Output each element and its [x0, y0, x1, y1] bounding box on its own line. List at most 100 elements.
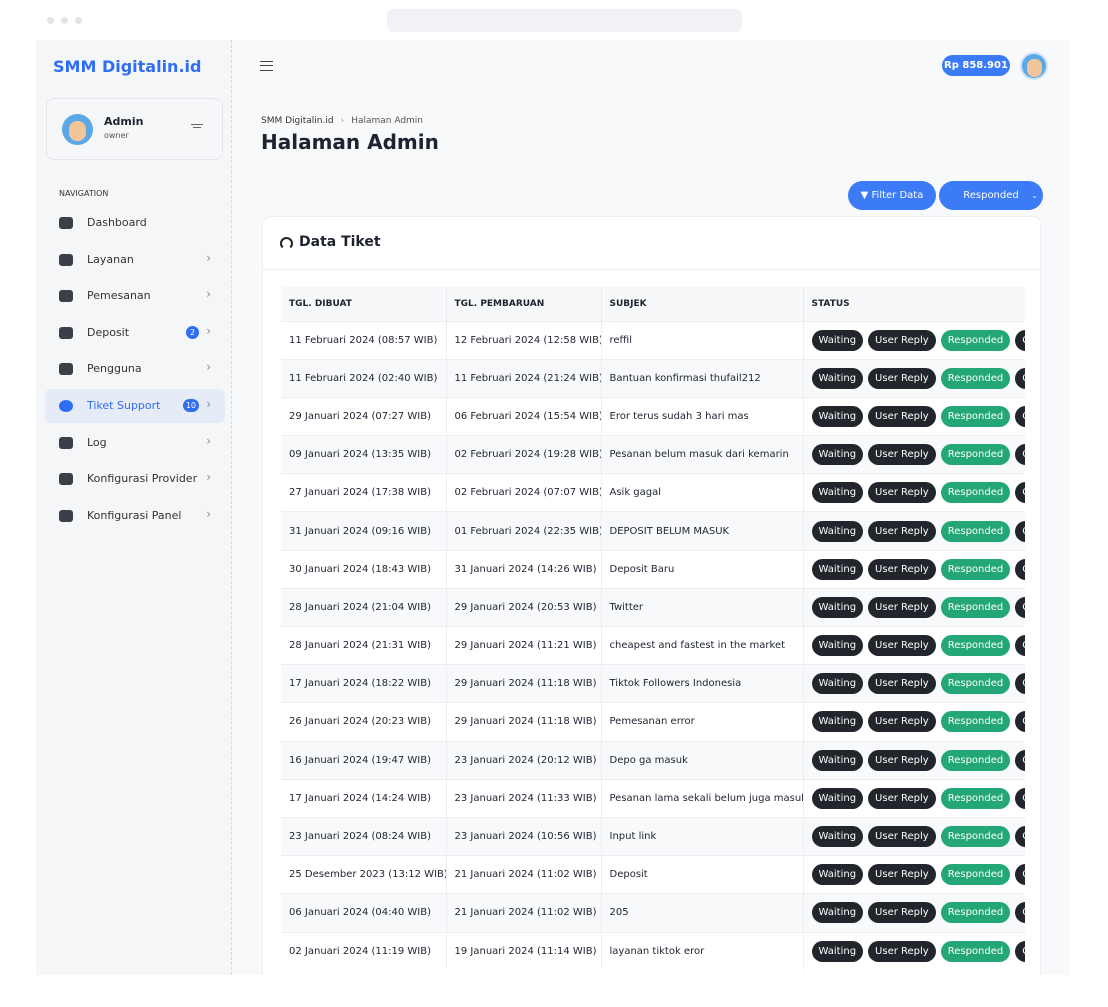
status-button[interactable]: Closed — [1015, 520, 1025, 542]
status-button[interactable]: User Reply — [868, 864, 936, 886]
status-button[interactable]: Responded — [940, 940, 1011, 962]
status-button[interactable]: Waiting — [811, 940, 864, 962]
ticket-cell: 21 Januari 2024 (11:02 WIB) — [446, 893, 602, 932]
status-button[interactable]: Waiting — [811, 787, 864, 809]
status-button[interactable]: Responded — [940, 405, 1011, 427]
status-button[interactable]: User Reply — [868, 482, 936, 504]
status-button[interactable]: User Reply — [868, 596, 936, 618]
user-name: Admin — [104, 115, 144, 128]
status-button[interactable]: Responded — [940, 520, 1011, 542]
nav-item[interactable]: Layanan › — [45, 243, 225, 277]
address-bar[interactable] — [387, 9, 742, 32]
status-button[interactable]: Closed — [1015, 826, 1025, 848]
brand[interactable]: SMM Digitalin.id — [53, 57, 202, 76]
status-button[interactable]: Closed — [1015, 444, 1025, 466]
status-button[interactable]: Responded — [940, 558, 1011, 580]
status-button[interactable]: Waiting — [811, 635, 864, 657]
filter-button[interactable]: ▼ Filter Data — [848, 181, 936, 210]
status-button[interactable]: Closed — [1015, 673, 1025, 695]
status-button[interactable]: Responded — [940, 444, 1011, 466]
status-button[interactable]: Closed — [1015, 864, 1025, 886]
status-button[interactable]: Waiting — [811, 864, 864, 886]
status-button[interactable]: Waiting — [811, 520, 864, 542]
nav-badge: 2 — [186, 325, 199, 339]
status-select[interactable]: Responded ⌄ — [939, 181, 1043, 210]
status-button[interactable]: Closed — [1015, 711, 1025, 733]
status-button[interactable]: User Reply — [868, 673, 936, 695]
status-button[interactable]: Waiting — [811, 482, 864, 504]
ticket-cell: 02 Februari 2024 (07:07 WIB) — [446, 473, 602, 512]
nav-item[interactable]: Konfigurasi Provider › — [45, 462, 225, 496]
nav-icon — [59, 473, 73, 486]
status-button[interactable]: User Reply — [868, 940, 936, 962]
status-button[interactable]: User Reply — [868, 787, 936, 809]
status-button[interactable]: User Reply — [868, 367, 936, 389]
select-label: Responded — [963, 190, 1019, 201]
status-button[interactable]: Responded — [940, 329, 1011, 351]
status-button[interactable]: User Reply — [868, 444, 936, 466]
status-button[interactable]: Closed — [1015, 749, 1025, 771]
status-button[interactable]: User Reply — [868, 711, 936, 733]
status-button[interactable]: Closed — [1015, 596, 1025, 618]
header-avatar[interactable] — [1020, 52, 1048, 80]
status-button[interactable]: User Reply — [868, 749, 936, 771]
status-button[interactable]: User Reply — [868, 405, 936, 427]
status-button[interactable]: Closed — [1015, 787, 1025, 809]
status-button[interactable]: Waiting — [811, 826, 864, 848]
balance[interactable]: Rp 858.901 — [942, 55, 1010, 76]
status-button[interactable]: User Reply — [868, 826, 936, 848]
status-button[interactable]: Responded — [940, 711, 1011, 733]
status-button[interactable]: Closed — [1015, 367, 1025, 389]
status-button[interactable]: Waiting — [811, 749, 864, 771]
status-button[interactable]: Responded — [940, 749, 1011, 771]
status-button[interactable]: User Reply — [868, 902, 936, 924]
status-button[interactable]: Responded — [940, 864, 1011, 886]
status-button[interactable]: Closed — [1015, 635, 1025, 657]
status-button[interactable]: Responded — [940, 826, 1011, 848]
status-button[interactable]: Closed — [1015, 405, 1025, 427]
nav-chevron: › — [206, 397, 211, 411]
status-button[interactable]: Waiting — [811, 444, 864, 466]
status-button[interactable]: Responded — [940, 902, 1011, 924]
status-button[interactable]: Responded — [940, 482, 1011, 504]
nav-item[interactable]: Pemesanan › — [45, 279, 225, 313]
status-button[interactable]: User Reply — [868, 520, 936, 542]
status-button[interactable]: Waiting — [811, 902, 864, 924]
status-button[interactable]: Waiting — [811, 596, 864, 618]
status-button[interactable]: Waiting — [811, 405, 864, 427]
status-button[interactable]: Waiting — [811, 558, 864, 580]
ticket-cell: 28 Januari 2024 (21:31 WIB) — [281, 625, 447, 665]
status-button[interactable]: Closed — [1015, 482, 1025, 504]
status-button[interactable]: Responded — [940, 367, 1011, 389]
headset-icon — [280, 237, 293, 250]
user-card[interactable]: Admin owner — [46, 98, 223, 160]
status-button[interactable]: Responded — [940, 673, 1011, 695]
nav-item[interactable]: Dashboard — [45, 206, 225, 240]
status-button[interactable]: Responded — [940, 787, 1011, 809]
status-button[interactable]: Waiting — [811, 711, 864, 733]
status-button[interactable]: Closed — [1015, 329, 1025, 351]
status-button[interactable]: Responded — [940, 635, 1011, 657]
breadcrumb-link[interactable]: SMM Digitalin.id — [261, 116, 334, 126]
status-button[interactable]: Responded — [940, 596, 1011, 618]
status-button[interactable]: User Reply — [868, 558, 936, 580]
nav-icon — [59, 509, 73, 522]
nav-item[interactable]: Log › — [45, 426, 225, 460]
status-button[interactable]: Waiting — [811, 329, 864, 351]
status-button[interactable]: User Reply — [868, 635, 936, 657]
nav-item[interactable]: Deposit 2 › — [45, 316, 225, 350]
nav-item[interactable]: Pengguna › — [45, 352, 225, 386]
status-button[interactable]: User Reply — [868, 329, 936, 351]
status-button[interactable]: Closed — [1015, 902, 1025, 924]
nav-item[interactable]: Tiket Support 10 › — [45, 389, 225, 423]
status-button[interactable]: Closed — [1015, 940, 1025, 962]
ticket-cell: Input link — [601, 816, 804, 856]
status-button[interactable]: Closed — [1015, 558, 1025, 580]
status-button[interactable]: Waiting — [811, 673, 864, 695]
nav-item[interactable]: Konfigurasi Panel › — [45, 499, 225, 533]
status-button[interactable]: Waiting — [811, 367, 864, 389]
ticket-cell: reffil — [601, 320, 804, 360]
menu-toggle[interactable] — [260, 61, 273, 71]
filter-label: Filter Data — [871, 190, 924, 201]
